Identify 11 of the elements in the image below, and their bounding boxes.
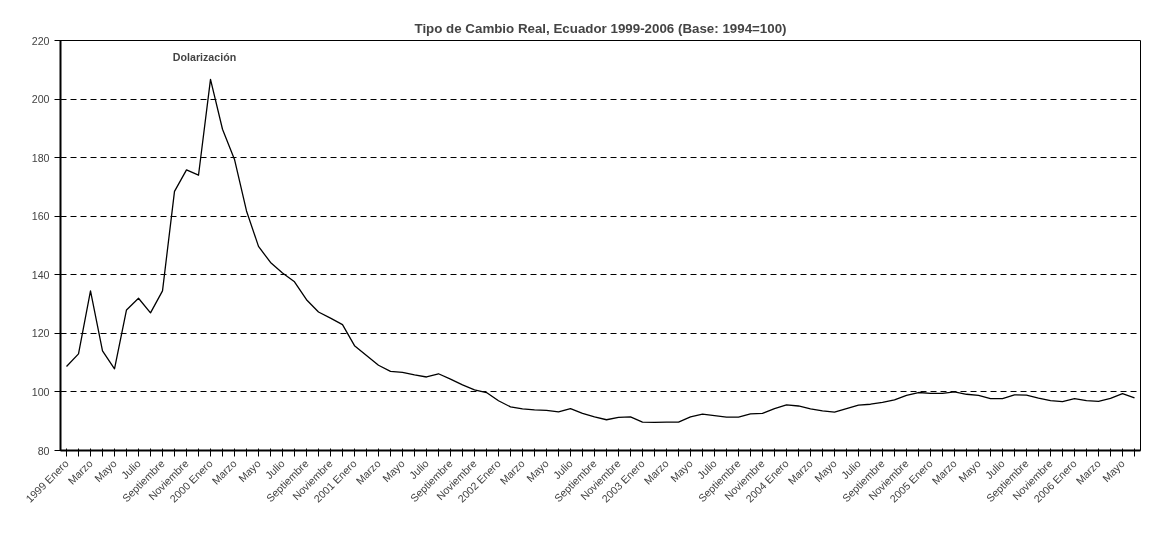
chart-title: Tipo de Cambio Real, Ecuador 1999-2006 (Base: 1994=100) (414, 20, 787, 36)
y-tick-label: 180 (31, 151, 50, 164)
y-tick-label: 140 (31, 268, 50, 281)
annotation: Dolarización (172, 50, 237, 63)
line-series (65, 78, 1136, 424)
y-tick-label: 200 (31, 93, 50, 106)
y-tick-label: 100 (31, 385, 50, 398)
y-tick-label: 120 (31, 327, 50, 340)
y-tick-label: 220 (31, 34, 50, 47)
y-tick-label: 80 (37, 444, 50, 457)
y-tick-label: 160 (31, 210, 50, 223)
